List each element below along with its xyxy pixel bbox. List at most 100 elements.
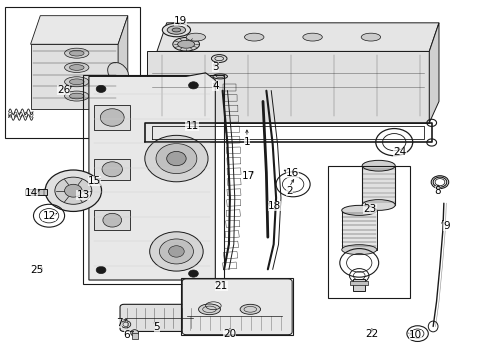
Circle shape [100, 109, 124, 126]
Bar [226, 189, 241, 196]
Text: 21: 21 [214, 282, 227, 292]
Text: 18: 18 [267, 201, 281, 211]
Bar [226, 199, 240, 206]
Text: 6: 6 [123, 330, 130, 340]
Text: 14: 14 [25, 188, 38, 198]
Circle shape [64, 184, 82, 197]
Text: 7: 7 [116, 318, 122, 328]
Ellipse shape [362, 160, 394, 171]
Ellipse shape [9, 112, 12, 117]
Text: 23: 23 [363, 204, 376, 214]
Circle shape [45, 170, 102, 211]
Polygon shape [118, 16, 127, 109]
Bar [222, 262, 236, 269]
Ellipse shape [64, 91, 89, 101]
Bar [94, 158, 130, 180]
Ellipse shape [302, 33, 322, 41]
Ellipse shape [211, 55, 226, 63]
Bar [225, 136, 240, 143]
Text: 10: 10 [408, 330, 421, 341]
Polygon shape [89, 73, 215, 280]
Bar [226, 157, 240, 164]
Text: 16: 16 [285, 168, 298, 178]
Text: 13: 13 [76, 190, 89, 200]
Ellipse shape [162, 23, 190, 37]
Bar [350, 282, 367, 285]
Circle shape [102, 213, 122, 227]
Bar [226, 168, 241, 175]
Ellipse shape [167, 26, 185, 34]
Bar [223, 95, 237, 101]
Circle shape [156, 144, 197, 174]
FancyBboxPatch shape [120, 304, 198, 332]
Bar [362, 166, 394, 205]
Text: 22: 22 [365, 329, 378, 339]
Bar [25, 189, 46, 195]
Text: 20: 20 [223, 329, 236, 339]
Ellipse shape [172, 28, 181, 32]
Ellipse shape [186, 33, 205, 41]
Ellipse shape [69, 64, 84, 70]
Ellipse shape [69, 93, 84, 99]
Circle shape [55, 177, 92, 204]
Text: 9: 9 [442, 221, 448, 231]
Ellipse shape [240, 304, 260, 314]
Ellipse shape [30, 112, 33, 117]
Text: 2: 2 [285, 186, 292, 197]
Bar [226, 210, 240, 217]
Text: 1: 1 [243, 138, 250, 148]
Polygon shape [30, 16, 127, 44]
Polygon shape [147, 51, 428, 123]
Ellipse shape [361, 33, 380, 41]
Text: 25: 25 [30, 265, 43, 275]
Circle shape [166, 152, 186, 166]
Bar [353, 279, 365, 291]
Circle shape [159, 239, 193, 264]
Circle shape [168, 246, 184, 257]
Circle shape [102, 162, 122, 177]
Text: 8: 8 [434, 186, 441, 196]
Ellipse shape [64, 48, 89, 58]
Bar [327, 166, 409, 298]
Ellipse shape [14, 112, 17, 117]
Ellipse shape [69, 79, 84, 85]
Circle shape [96, 266, 106, 274]
Circle shape [149, 232, 203, 271]
Ellipse shape [177, 40, 194, 48]
Ellipse shape [244, 33, 264, 41]
Bar [222, 84, 236, 91]
Text: 4: 4 [212, 81, 218, 91]
Ellipse shape [107, 63, 128, 83]
Bar [224, 116, 238, 122]
Bar [94, 210, 130, 230]
Circle shape [188, 270, 198, 277]
Ellipse shape [64, 77, 89, 87]
Polygon shape [30, 44, 118, 109]
Bar [83, 75, 224, 284]
Bar [225, 220, 239, 227]
Bar [94, 105, 130, 130]
Bar [226, 178, 241, 185]
Bar [5, 8, 140, 138]
Text: 5: 5 [153, 322, 160, 332]
Ellipse shape [69, 50, 84, 56]
Text: 12: 12 [42, 211, 56, 221]
Text: 24: 24 [393, 147, 406, 157]
Polygon shape [157, 23, 438, 51]
Text: 15: 15 [88, 176, 101, 186]
Bar [341, 210, 376, 249]
Polygon shape [428, 23, 438, 123]
Ellipse shape [198, 304, 220, 315]
Text: 11: 11 [185, 121, 198, 131]
Bar [181, 278, 292, 336]
Text: 19: 19 [173, 16, 186, 26]
Bar [225, 126, 239, 133]
Circle shape [188, 82, 198, 89]
FancyBboxPatch shape [182, 279, 291, 335]
Ellipse shape [20, 112, 22, 117]
Bar [131, 333, 137, 339]
Text: 17: 17 [241, 171, 255, 181]
Bar [226, 147, 240, 154]
Bar [224, 241, 238, 248]
Bar [223, 252, 237, 259]
